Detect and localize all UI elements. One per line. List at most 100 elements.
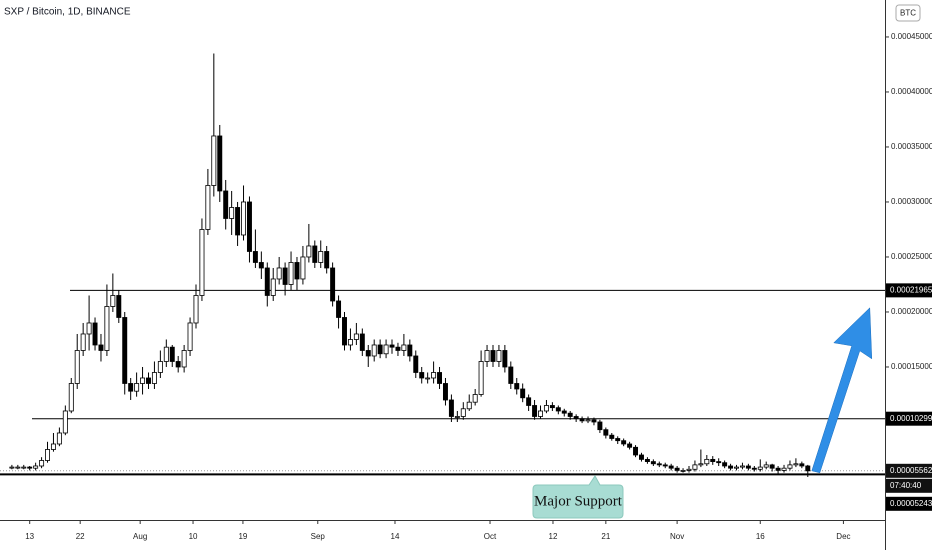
candle-body [163, 346, 169, 362]
candle-body [306, 245, 312, 258]
candle-body [205, 185, 211, 230]
candle-body [15, 466, 21, 469]
candle-body [638, 454, 644, 460]
candle-body [751, 467, 757, 470]
candle-body [56, 432, 62, 445]
candle-body [371, 344, 377, 357]
candle-body [478, 361, 484, 395]
candle-body [615, 438, 621, 442]
x-tick-label: 13 [25, 532, 34, 541]
candle-body [472, 394, 478, 403]
y-tick-label: 0.00045000 [891, 32, 932, 41]
candle-body [318, 251, 324, 263]
candle-body [484, 350, 490, 362]
chart-title: SXP / Bitcoin, 1D, BINANCE [4, 7, 131, 18]
y-tick-label: 0.00035000 [891, 142, 932, 151]
candle-body [395, 346, 401, 351]
candle-body [757, 466, 763, 470]
y-tick-label: 0.00015000 [891, 362, 932, 371]
candle-body [104, 306, 110, 351]
candle-body [140, 377, 146, 384]
level-label: 0.00021965 [890, 285, 932, 294]
candle-body [728, 465, 734, 469]
candle-body [739, 465, 745, 468]
x-tick-label: 12 [549, 532, 558, 541]
candle-body [627, 443, 633, 448]
candle-body [169, 346, 175, 362]
candle-body [656, 463, 662, 466]
candle-body [151, 372, 157, 384]
candle-body [561, 410, 567, 414]
level-label: 0.00005243 [890, 499, 932, 508]
x-tick-label: Aug [133, 532, 147, 541]
candle-body [342, 317, 347, 346]
candle-body [258, 262, 264, 269]
candle-body [50, 443, 56, 450]
candle-body [745, 465, 751, 469]
candle-body [609, 434, 615, 439]
candle-body [454, 416, 460, 418]
candle-body [597, 421, 603, 431]
candle-body [710, 458, 716, 462]
candle-body [193, 295, 199, 324]
currency-label[interactable]: BTC [900, 9, 916, 18]
x-tick-label: 22 [76, 532, 85, 541]
candle-body [383, 344, 389, 355]
candle-body [288, 262, 294, 285]
candle-body [460, 408, 466, 417]
countdown-label-box [886, 478, 932, 493]
x-tick-label: 21 [601, 532, 610, 541]
candle-body [62, 410, 68, 434]
candle-body [347, 339, 353, 346]
candle-body [241, 201, 247, 236]
candle-body [716, 461, 722, 464]
candle-body [520, 388, 526, 399]
candle-body [508, 366, 514, 384]
x-tick-label: 14 [391, 532, 400, 541]
level-label-box [886, 411, 932, 426]
candle-body [543, 405, 549, 412]
x-tick-label: Sep [311, 532, 326, 541]
currency-button[interactable] [895, 4, 921, 22]
candle-body [621, 440, 627, 445]
level-label: 0.00010299 [890, 414, 932, 423]
x-tick-label: 10 [189, 532, 198, 541]
candle-body [264, 267, 270, 296]
candle-body [282, 267, 288, 285]
candle-body [359, 333, 365, 351]
candle-body [413, 355, 419, 373]
candle-body [187, 322, 193, 351]
candle-body [116, 295, 122, 318]
last-price-label: 0.00005562 [890, 466, 932, 475]
candle-body [662, 464, 668, 467]
x-tick-label: 19 [238, 532, 247, 541]
candle-body [92, 322, 98, 346]
candle-body [722, 462, 728, 467]
candle-body [134, 383, 140, 392]
candle-body [769, 464, 775, 469]
candle-body [146, 377, 151, 384]
candle-body [246, 201, 252, 252]
candle-body [294, 262, 300, 280]
candle-body [686, 468, 692, 471]
level-label-box [886, 283, 932, 298]
candle-body [603, 429, 609, 436]
candle-body [199, 229, 205, 296]
candle-body [573, 416, 579, 420]
last-price-label-box [886, 463, 932, 478]
candle-body [211, 135, 217, 186]
candle-body [532, 405, 538, 417]
level-label-box [886, 496, 932, 511]
candle-body [555, 407, 561, 412]
candle-body [763, 464, 769, 468]
candle-body [448, 399, 454, 417]
candle-body [21, 466, 27, 469]
candle-body [668, 465, 674, 469]
candle-body [377, 344, 383, 355]
candle-body [270, 278, 276, 296]
candle-body [353, 333, 359, 340]
candle-body [799, 463, 805, 467]
candle-body [407, 344, 413, 357]
candle-body [122, 317, 128, 384]
